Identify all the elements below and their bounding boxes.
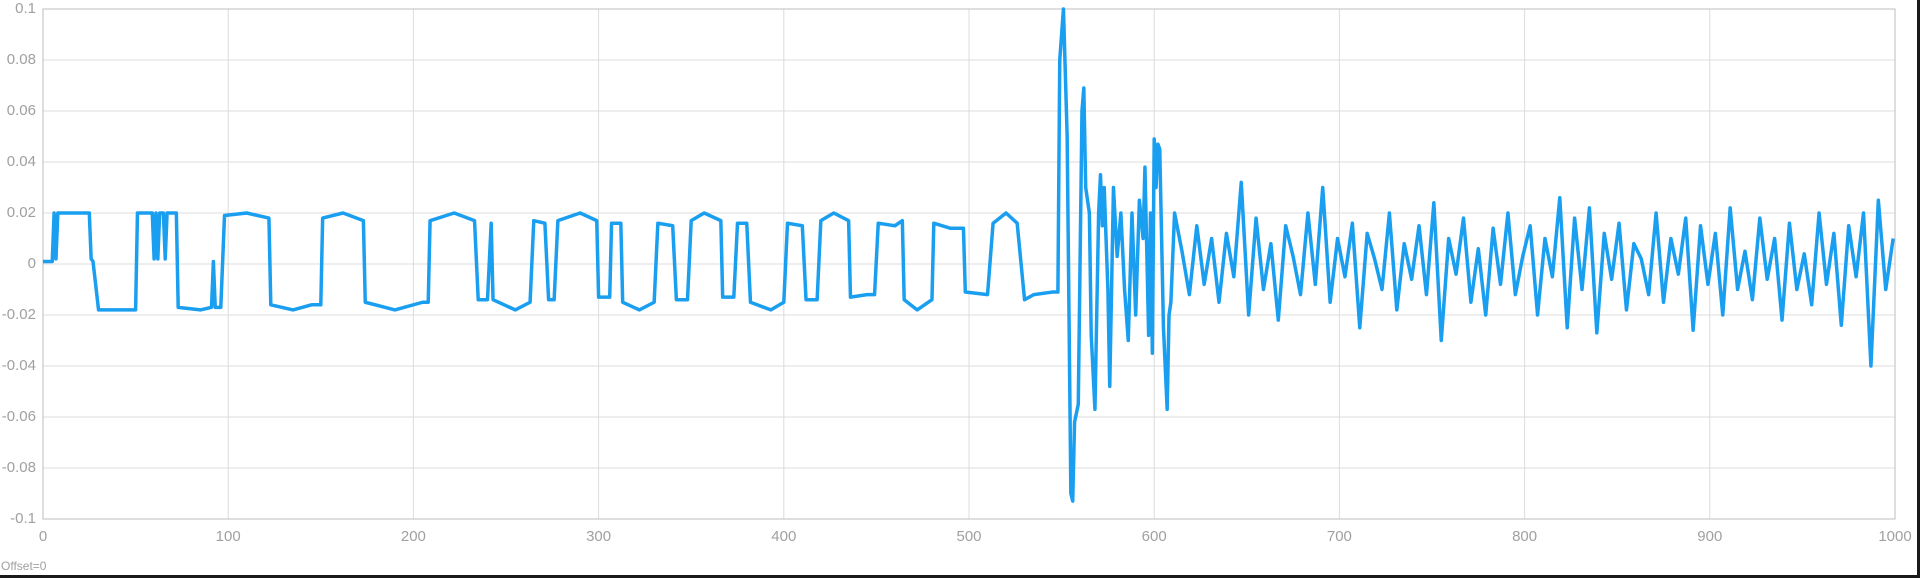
- offset-label: Offset=0: [1, 559, 47, 573]
- y-tick-label: 0.1: [15, 0, 36, 17]
- y-tick-label: 0.04: [7, 153, 36, 170]
- y-tick-label: 0.02: [7, 204, 36, 221]
- x-tick-label: 900: [1697, 528, 1722, 545]
- y-tick-label: 0.08: [7, 51, 36, 68]
- x-tick-label: 100: [216, 528, 241, 545]
- x-tick-label: 200: [401, 528, 426, 545]
- x-tick-label: 1000: [1878, 528, 1911, 545]
- y-tick-label: -0.06: [2, 408, 36, 425]
- x-tick-label: 800: [1512, 528, 1537, 545]
- window-edge: [0, 575, 1920, 578]
- window-edge: [1917, 0, 1920, 578]
- x-tick-label: 0: [39, 528, 47, 545]
- y-tick-label: 0.06: [7, 102, 36, 119]
- y-tick-label: -0.08: [2, 459, 36, 476]
- y-tick-label: -0.02: [2, 306, 36, 323]
- x-tick-label: 500: [956, 528, 981, 545]
- data-line: [43, 7, 1895, 503]
- x-tick-label: 300: [586, 528, 611, 545]
- y-tick-label: -0.1: [10, 510, 36, 527]
- y-tick-label: -0.04: [2, 357, 36, 374]
- y-tick-label: 0: [28, 255, 36, 272]
- x-tick-label: 700: [1327, 528, 1352, 545]
- x-tick-label: 600: [1142, 528, 1167, 545]
- x-tick-label: 400: [771, 528, 796, 545]
- plot-border: [42, 8, 1896, 520]
